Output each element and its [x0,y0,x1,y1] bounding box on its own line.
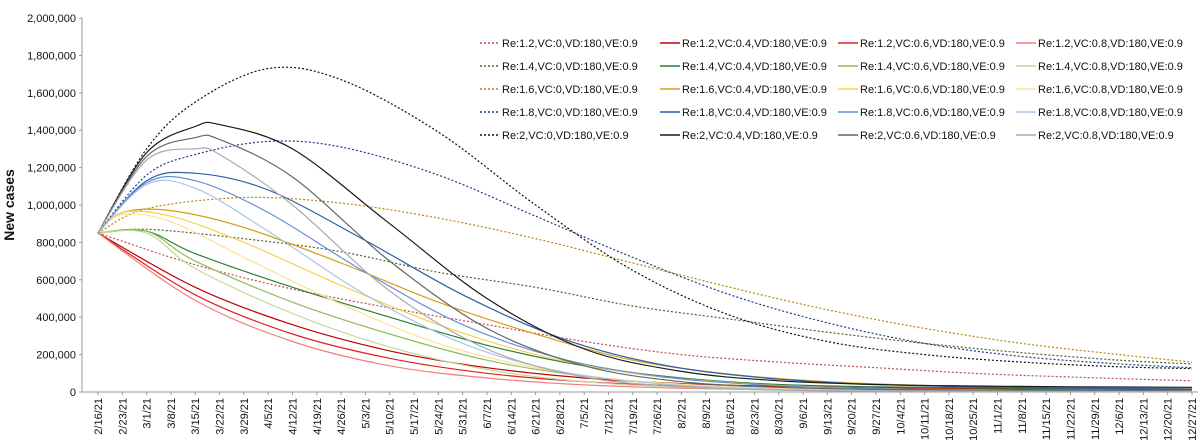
x-tick-label: 3/1/21 [142,398,154,429]
series-line-8 [97,196,1193,363]
legend-label: Re:1.2,VC:0.4,VD:180,VE:0.9 [682,38,827,50]
legend-label: Re:2,VC:0.8,VD:180,VE:0.9 [1038,130,1174,142]
x-tick-label: 6/7/21 [482,398,494,429]
x-tick-label: 10/11/21 [920,398,932,440]
series-line-12 [97,140,1193,369]
y-tick-label: 2,000,000 [27,13,76,25]
y-axis-label: New cases [1,169,17,241]
x-tick-label: 7/12/21 [604,398,616,435]
y-tick-label: 400,000 [36,312,76,324]
x-tick-label: 3/8/21 [166,398,178,429]
x-tick-label: 7/19/21 [628,398,640,435]
x-tick-label: 11/22/21 [1065,398,1077,440]
x-tick-label: 6/21/21 [531,398,543,435]
legend-label: Re:2,VC:0.4,VD:180,VE:0.9 [682,130,818,142]
series-line-6 [97,228,1193,392]
x-tick-label: 5/17/21 [409,398,421,435]
legend-label: Re:1.6,VC:0.4,VD:180,VE:0.9 [682,84,827,96]
legend-label: Re:1.4,VC:0.6,VD:180,VE:0.9 [860,61,1005,73]
x-tick-label: 8/2/21 [676,398,688,429]
legend-label: Re:1.4,VC:0.8,VD:180,VE:0.9 [1038,61,1183,73]
x-tick-label: 6/14/21 [506,398,518,435]
x-tick-label: 5/24/21 [433,398,445,435]
x-tick-label: 4/19/21 [312,398,324,435]
legend-label: Re:1.8,VC:0.8,VD:180,VE:0.9 [1038,107,1183,119]
x-tick-label: 11/29/21 [1090,398,1102,440]
x-tick-label: 11/8/21 [1017,398,1029,434]
x-tick-label: 4/5/21 [263,398,275,429]
legend-label: Re:1.2,VC:0,VD:180,VE:0.9 [502,38,638,50]
x-tick-label: 11/15/21 [1041,398,1053,440]
series-line-4 [97,228,1193,365]
x-tick-label: 10/4/21 [895,398,907,435]
series-line-17 [97,121,1193,388]
x-tick-label: 8/16/21 [725,398,737,435]
legend-label: Re:1.6,VC:0.6,VD:180,VE:0.9 [860,84,1005,96]
legend-label: Re:2,VC:0,VD:180,VE:0.9 [502,130,629,142]
legend-label: Re:1.2,VC:0.8,VD:180,VE:0.9 [1038,38,1183,50]
x-tick-label: 7/26/21 [652,398,664,435]
legend-label: Re:1.2,VC:0.6,VD:180,VE:0.9 [860,38,1005,50]
x-tick-label: 10/18/21 [944,398,956,441]
series-line-2 [97,232,1193,392]
series-line-14 [97,175,1193,392]
series-line-13 [97,171,1193,390]
x-tick-label: 9/20/21 [847,398,859,435]
series-line-7 [97,229,1193,392]
x-tick-label: 12/13/21 [1138,398,1150,441]
series-line-1 [97,232,1193,391]
x-tick-label: 9/13/21 [822,398,834,435]
x-tick-label: 8/30/21 [774,398,786,435]
x-tick-label: 8/23/21 [749,398,761,435]
series-line-0 [97,232,1193,382]
series-line-16 [97,66,1193,370]
x-tick-label: 10/25/21 [968,398,980,441]
series-lines [97,66,1193,393]
legend: Re:1.2,VC:0,VD:180,VE:0.9 Re:1.2,VC:0.4,V… [480,38,1183,142]
x-tick-label: 4/26/21 [336,398,348,435]
series-line-19 [97,147,1193,393]
x-tick-label: 5/3/21 [360,398,372,429]
x-tick-label: 5/10/21 [385,398,397,435]
y-tick-label: 1,000,000 [27,200,76,212]
x-tick-label: 12/6/21 [1114,398,1126,435]
x-tick-label: 9/27/21 [871,398,883,435]
legend-label: Re:1.6,VC:0.8,VD:180,VE:0.9 [1038,84,1183,96]
legend-label: Re:1.8,VC:0.6,VD:180,VE:0.9 [860,107,1005,119]
y-tick-label: 800,000 [36,237,76,249]
legend-label: Re:1.8,VC:0,VD:180,VE:0.9 [502,107,638,119]
y-tick-label: 1,200,000 [27,163,76,175]
y-tick-label: 0 [70,387,76,399]
x-tick-label: 6/28/21 [555,398,567,435]
legend-label: Re:1.8,VC:0.4,VD:180,VE:0.9 [682,107,827,119]
x-tick-label: 4/12/21 [287,398,299,435]
series-line-3 [97,232,1193,392]
series-line-15 [97,179,1193,393]
x-tick-label: 8/9/21 [701,398,713,429]
x-tick-label: 3/22/21 [215,398,227,435]
x-tick-label: 5/31/21 [458,398,470,435]
x-tick-label: 3/15/21 [190,398,202,435]
x-tick-label: 12/27/21 [1187,398,1199,441]
x-ticks: 2/16/21 2/23/21 3/1/21 3/8/21 3/15/21 3/22/21… [93,392,1199,441]
y-ticks: 0 200,000 400,000 600,000 800,000 1,000,000 1,… [27,13,82,399]
x-tick-label: 12/20/21 [1163,398,1175,441]
x-tick-label: 9/6/21 [798,398,810,429]
series-line-18 [97,134,1193,392]
x-tick-label: 2/23/21 [117,398,129,435]
y-tick-label: 600,000 [36,275,76,287]
legend-label: Re:1.4,VC:0,VD:180,VE:0.9 [502,61,638,73]
y-tick-label: 1,800,000 [27,50,76,62]
legend-label: Re:2,VC:0.6,VD:180,VE:0.9 [860,130,996,142]
x-tick-label: 11/1/21 [993,398,1005,434]
y-tick-label: 1,400,000 [27,125,76,137]
x-tick-label: 2/16/21 [93,398,105,435]
y-tick-label: 1,600,000 [27,88,76,100]
x-tick-label: 3/29/21 [239,398,251,435]
x-tick-label: 7/5/21 [579,398,591,429]
legend-label: Re:1.4,VC:0.4,VD:180,VE:0.9 [682,61,827,73]
y-tick-label: 200,000 [36,350,76,362]
legend-label: Re:1.6,VC:0,VD:180,VE:0.9 [502,84,638,96]
